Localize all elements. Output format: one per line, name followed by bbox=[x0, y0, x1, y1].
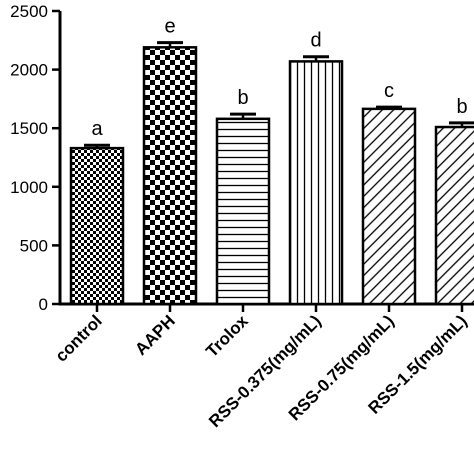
significance-label: b bbox=[456, 96, 467, 118]
bar bbox=[69, 146, 125, 306]
significance-label: d bbox=[310, 30, 321, 52]
bar bbox=[288, 60, 344, 306]
bar bbox=[142, 46, 198, 306]
y-tick-label: 500 bbox=[20, 236, 48, 255]
significance-label: b bbox=[237, 87, 248, 109]
bar bbox=[434, 125, 474, 306]
x-tick-label: Trolox bbox=[202, 311, 252, 361]
plot-area: 0 500 1000 1500 2000 2500 a control e AAPH b Trolox… bbox=[10, 2, 474, 431]
y-tick-label: 1500 bbox=[10, 119, 48, 138]
x-tick-label: control bbox=[52, 311, 106, 365]
bar bbox=[215, 117, 271, 306]
bar bbox=[361, 107, 417, 306]
x-tick-label: AAPH bbox=[131, 311, 178, 358]
y-tick-label: 2000 bbox=[10, 61, 48, 80]
y-tick-label: 1000 bbox=[10, 178, 48, 197]
significance-label: c bbox=[384, 80, 394, 102]
significance-label: a bbox=[91, 118, 103, 140]
significance-label: e bbox=[164, 16, 175, 38]
y-tick-label: 2500 bbox=[10, 2, 48, 21]
y-tick-label: 0 bbox=[39, 295, 48, 314]
